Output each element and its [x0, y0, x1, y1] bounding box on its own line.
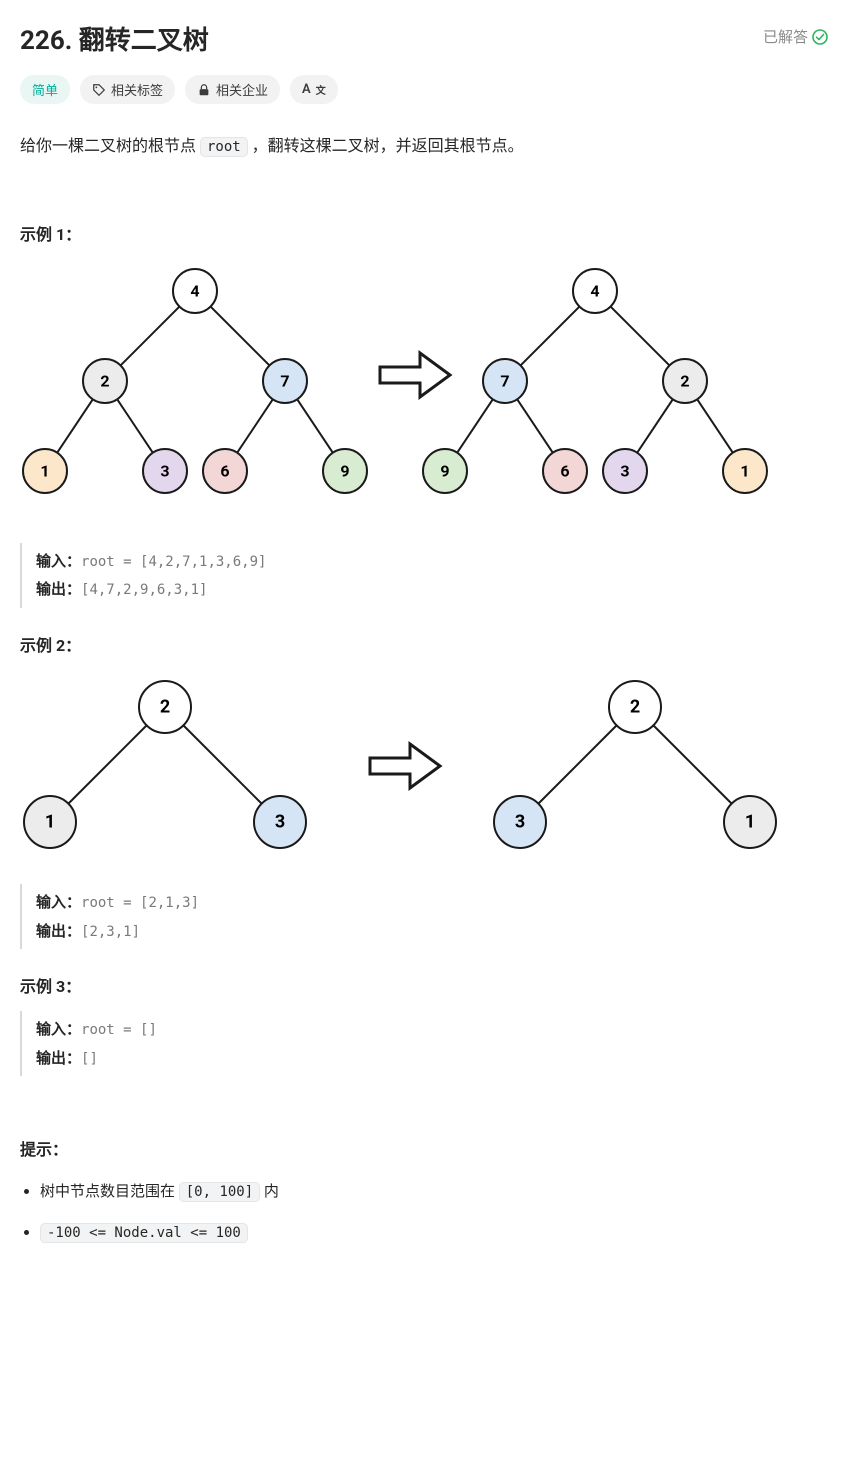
svg-text:4: 4 [190, 281, 199, 300]
related-tags-button[interactable]: 相关标签 [80, 75, 175, 104]
svg-text:3: 3 [515, 811, 525, 832]
svg-text:2: 2 [100, 371, 109, 390]
example-3-title: 示例 3： [20, 973, 828, 997]
example-3-io: 输入：root = [] 输出：[] [20, 1011, 828, 1076]
svg-text:4: 4 [590, 281, 599, 300]
svg-text:9: 9 [440, 461, 449, 480]
svg-text:2: 2 [680, 371, 689, 390]
svg-text:6: 6 [560, 461, 569, 480]
example-2-title: 示例 2： [20, 632, 828, 656]
translate-label: A [302, 82, 311, 97]
example-1-diagram: 4 2 7 1 3 6 9 4 7 2 9 6 3 1 [20, 261, 828, 525]
solved-badge: 已解答 [763, 26, 828, 47]
root-code: root [200, 137, 248, 157]
example-1-io: 输入：root = [4,2,7,1,3,6,9] 输出：[4,7,2,9,6,… [20, 543, 828, 608]
page-title: 226. 翻转二叉树 [20, 20, 209, 57]
translate-button[interactable]: A文 [290, 75, 338, 104]
svg-text:7: 7 [280, 371, 289, 390]
svg-text:1: 1 [45, 811, 55, 832]
svg-text:1: 1 [745, 811, 755, 832]
svg-text:1: 1 [740, 461, 749, 480]
hint-item: 树中节点数目范围在 [0, 100] 内 [40, 1180, 828, 1201]
companies-button[interactable]: 相关企业 [185, 75, 280, 104]
companies-label: 相关企业 [216, 80, 268, 99]
hints-title: 提示： [20, 1136, 828, 1160]
example-2-diagram: 2 1 3 2 3 1 [20, 672, 828, 866]
hints-list: 树中节点数目范围在 [0, 100] 内 -100 <= Node.val <=… [20, 1180, 828, 1241]
example-1-title: 示例 1： [20, 221, 828, 245]
tags-row: 简单 相关标签 相关企业 A文 [20, 75, 828, 104]
svg-text:6: 6 [220, 461, 229, 480]
lock-icon [197, 83, 211, 97]
svg-text:3: 3 [620, 461, 629, 480]
svg-text:7: 7 [500, 371, 509, 390]
svg-text:3: 3 [275, 811, 285, 832]
hint-item: -100 <= Node.val <= 100 [40, 1223, 828, 1241]
solved-label: 已解答 [763, 26, 808, 47]
svg-text:3: 3 [160, 461, 169, 480]
related-tags-label: 相关标签 [111, 80, 163, 99]
svg-text:9: 9 [340, 461, 349, 480]
svg-text:2: 2 [160, 696, 170, 717]
svg-text:1: 1 [40, 461, 49, 480]
difficulty-tag[interactable]: 简单 [20, 75, 70, 104]
svg-text:2: 2 [630, 696, 640, 717]
check-circle-icon [812, 29, 828, 45]
tag-icon [92, 83, 106, 97]
problem-description: 给你一棵二叉树的根节点 root ，翻转这棵二叉树，并返回其根节点。 [20, 132, 828, 161]
example-2-io: 输入：root = [2,1,3] 输出：[2,3,1] [20, 884, 828, 949]
